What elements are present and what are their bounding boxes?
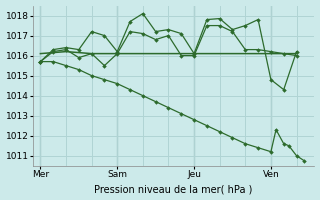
X-axis label: Pression niveau de la mer( hPa ): Pression niveau de la mer( hPa ) (94, 184, 253, 194)
